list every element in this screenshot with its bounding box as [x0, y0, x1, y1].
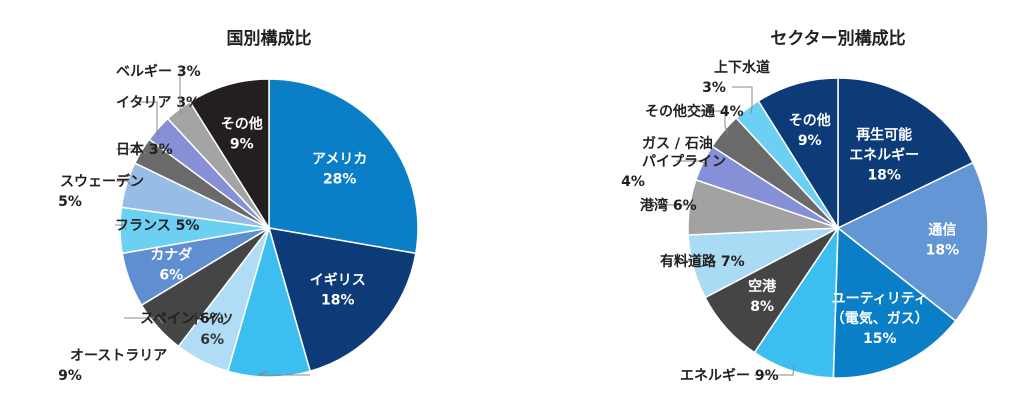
sector-slice-label-2-0: ユーティリティ: [832, 291, 928, 307]
sector-slice-label-2-1: （電気、ガス）: [831, 310, 929, 327]
country-slice-label-4-0: スペイン 6%: [140, 311, 224, 327]
sector-slice-label-10-0: その他: [789, 112, 831, 129]
sector-slice-label-8-0: その他交通 4%: [645, 103, 744, 120]
sector-slice-label-4-1: 8%: [750, 299, 774, 315]
sector-slice-label-4-0: 空港: [748, 278, 777, 295]
sector-slice-label-1-0: 通信: [928, 221, 956, 238]
sector-leader-line-5: [673, 260, 701, 266]
sector-slice-label-10-1: 9%: [798, 133, 822, 149]
country-slice-2: [226, 225, 312, 378]
country-leader-line-2: [257, 370, 310, 376]
country-slice-label-0-0: アメリカ: [312, 152, 367, 168]
sector-leader-line-7: [676, 160, 709, 166]
sector-leader-line-6: [646, 204, 696, 209]
country-leader-line-4: [124, 317, 163, 324]
country-slice-label-7-0: スウェーデン: [60, 173, 144, 190]
sector-slice-1: [836, 161, 989, 323]
country-slice-label-5-0: カナダ: [150, 247, 192, 264]
country-slice-label-11-0: その他: [221, 116, 263, 133]
sector-slice-0: [837, 77, 975, 230]
sector-chart-title: セクター別構成比: [770, 28, 905, 49]
country-slice-label-8-0: 日本 3%: [116, 141, 173, 158]
country-slice-label-7-1: 5%: [58, 194, 82, 210]
sector-slice-2: [832, 226, 957, 379]
country-slice-label-2-0: オーストラリア: [70, 348, 167, 364]
country-slice-label-1-0: イギリス: [310, 272, 366, 289]
sector-leader-line-8: [697, 110, 729, 136]
country-slice-0: [268, 78, 419, 255]
country-slice-label-5-1: 6%: [159, 268, 183, 284]
sector-slice-label-1-1: 18%: [926, 242, 960, 258]
sector-slice-label-3-0: エネルギー 9%: [680, 367, 779, 384]
sector-slice-label-9-1: 3%: [702, 80, 726, 96]
country-leader-line-6: [115, 224, 127, 231]
country-slice-label-2-1: 9%: [58, 368, 82, 384]
country-slice-label-9-0: イタリア 3%: [116, 95, 200, 111]
country-labels: アメリカ 28% イギリス 18% オーストラリア 9% ドイツ 6% スペイン 6% カナダ 6%…: [58, 63, 367, 384]
sector-slice-label-5-0: 有料道路 7%: [660, 253, 745, 270]
country-slice-label-1-1: 18%: [321, 293, 355, 309]
sector-slice-10: [757, 77, 839, 231]
sector-slice-label-7-1: パイプライン: [642, 154, 726, 170]
sector-slice-label-6-0: 港湾 6%: [640, 197, 697, 214]
country-slice-label-0-1: 28%: [323, 172, 357, 188]
country-slice-label-3-0: ドイツ: [191, 312, 233, 328]
country-pie-chart: 国別構成比 アメリカ 28% イギリス 18% オーストラリア 9% ドイツ 6% スペイン 6…: [58, 28, 419, 384]
country-leader-line-10: [179, 71, 183, 115]
country-leader-line-9: [140, 101, 163, 135]
country-slice-label-10-0: ベルギー 3%: [116, 63, 201, 80]
sector-leader-line-3: [754, 365, 795, 376]
sector-slice-label-0-1: エネルギー: [849, 146, 919, 163]
sector-slice-label-7-0: ガス / 石油: [642, 135, 713, 152]
country-slices: [119, 78, 419, 378]
sector-slice-label-7-2: 4%: [621, 174, 645, 190]
sector-slices: [687, 77, 989, 379]
country-slice-label-6-0: フランス 5%: [115, 218, 199, 234]
country-slice-label-11-1: 9%: [230, 137, 254, 153]
country-slice-label-3-1: 6%: [200, 332, 224, 348]
sector-slice-label-0-0: 再生可能: [856, 126, 912, 143]
sector-slice-label-0-2: 18%: [867, 167, 901, 183]
country-chart-title: 国別構成比: [227, 28, 312, 49]
sector-slice-3: [753, 225, 839, 379]
sector-slice-label-9-0: 上下水道: [714, 59, 770, 76]
country-leader-line-7: [116, 180, 133, 187]
country-slice-1: [267, 227, 417, 373]
sector-slice-label-2-2: 15%: [863, 331, 897, 347]
country-slice-11: [188, 78, 270, 231]
country-leader-line-8: [116, 148, 147, 155]
sector-leader-line-9: [732, 86, 753, 114]
